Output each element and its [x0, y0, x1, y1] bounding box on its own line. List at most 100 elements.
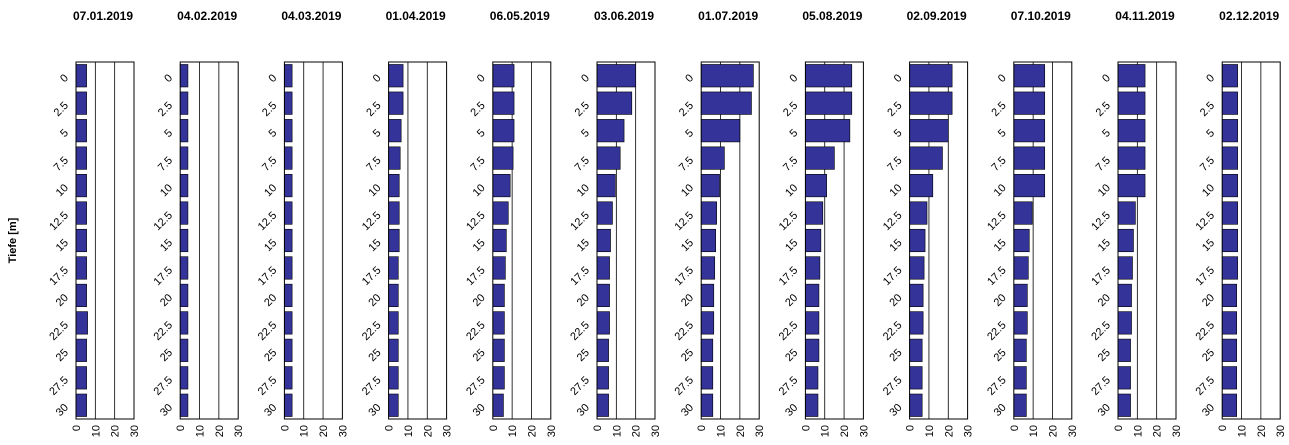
bar	[700, 338, 714, 362]
depth-tick-label: 30	[887, 402, 904, 419]
depth-tick-label: 27.5	[256, 374, 280, 398]
panel-title: 03.06.2019	[594, 9, 654, 23]
depth-tick-label: 0	[267, 72, 280, 85]
plot-frame	[1117, 61, 1177, 420]
bar	[1117, 283, 1132, 307]
bar	[1117, 228, 1134, 253]
x-tick-label: 30	[442, 425, 454, 437]
x-tick-label: 30	[1171, 425, 1183, 437]
depth-tick-label: 17.5	[360, 264, 384, 288]
bar	[1221, 393, 1237, 417]
depth-tick-label: 17.5	[568, 264, 592, 288]
bar	[388, 201, 400, 225]
panel-5: 06.05.2019 0 2.5 5 7.5 10 12.5 15 17.5 20 22.5 25 27…	[464, 9, 558, 437]
x-tick-label: 0	[175, 425, 187, 431]
panel-6: 03.06.2019 0 2.5 5 7.5 10 12.5 15 17.5 20 22.5 25 27…	[568, 9, 662, 437]
bar	[1117, 393, 1131, 417]
bar	[805, 64, 853, 88]
depth-tick-label: 10	[887, 182, 904, 199]
depth-tick-label: 15	[158, 237, 175, 254]
bar	[1117, 338, 1131, 362]
bar	[388, 338, 399, 362]
depth-tick-label: 22.5	[464, 319, 488, 343]
depth-tick-label: 17.5	[464, 264, 488, 288]
bar	[1117, 146, 1146, 170]
depth-tick-label: 30	[575, 402, 592, 419]
depth-tick-label: 22.5	[985, 319, 1009, 343]
depth-tick-label: 20	[575, 292, 592, 309]
bar	[1013, 146, 1046, 170]
x-tick-label: 20	[214, 425, 226, 437]
depth-tick-label: 27.5	[985, 374, 1009, 398]
depth-tick-label: 25	[158, 347, 175, 364]
depth-tick-label: 5	[58, 127, 71, 140]
depth-tick-label: 27.5	[568, 374, 592, 398]
depth-tick-label: 5	[1204, 127, 1217, 140]
bar	[700, 91, 752, 115]
x-tick-label: 20	[1047, 425, 1059, 437]
bar	[596, 338, 609, 362]
bar	[492, 338, 505, 362]
x-tick-label: 10	[1237, 425, 1249, 437]
bar	[492, 64, 515, 88]
depth-tick-label: 15	[366, 237, 383, 254]
bar	[75, 366, 87, 390]
x-tick-label: 30	[546, 425, 558, 437]
bar	[492, 146, 514, 170]
bar	[179, 146, 189, 170]
x-tick-label: 10	[924, 425, 936, 437]
bar	[492, 256, 506, 280]
depth-tick-label: 5	[579, 127, 592, 140]
depth-tick-label: 5	[788, 127, 801, 140]
depth-tick-label: 20	[366, 292, 383, 309]
depth-tick-label: 22.5	[1194, 319, 1218, 343]
depth-tick-label: 15	[54, 237, 71, 254]
bar	[596, 228, 611, 253]
x-tick-label: 30	[858, 425, 870, 437]
bar	[596, 91, 633, 115]
depth-tick-label: 15	[783, 237, 800, 254]
depth-tick-label: 7.5	[468, 155, 487, 174]
depth-tick-label: 12.5	[1089, 210, 1113, 234]
depth-tick-label: 25	[783, 347, 800, 364]
depth-tick-label: 27.5	[47, 374, 71, 398]
depth-tick-label: 12.5	[360, 210, 384, 234]
bar	[179, 366, 189, 390]
depth-tick-label: 2.5	[885, 100, 904, 119]
panel-title: 04.03.2019	[281, 9, 341, 23]
bar	[596, 201, 613, 225]
bar	[1117, 119, 1146, 143]
depth-tick-label: 22.5	[568, 319, 592, 343]
bar	[1221, 283, 1237, 307]
depth-tick-label: 2.5	[573, 100, 592, 119]
bar	[492, 228, 507, 253]
bar	[805, 311, 820, 335]
depth-tick-label: 17.5	[777, 264, 801, 288]
depth-tick-label: 5	[475, 127, 488, 140]
bar	[1221, 174, 1238, 198]
depth-tick-label: 7.5	[781, 155, 800, 174]
bar	[909, 201, 928, 225]
depth-tick-label: 0	[788, 72, 801, 85]
depth-tick-label: 10	[262, 182, 279, 199]
depth-tick-label: 25	[471, 347, 488, 364]
bar	[1221, 228, 1238, 253]
depth-tick-label: 17.5	[152, 264, 176, 288]
depth-tick-label: 22.5	[881, 319, 905, 343]
depth-tick-label: 5	[996, 127, 1009, 140]
depth-tick-label: 27.5	[1089, 374, 1113, 398]
depth-tick-label: 27.5	[152, 374, 176, 398]
bar	[1013, 91, 1046, 115]
depth-tick-label: 22.5	[256, 319, 280, 343]
bar	[284, 283, 293, 307]
bar	[492, 174, 511, 198]
bar	[1013, 256, 1029, 280]
depth-tick-label: 17.5	[47, 264, 71, 288]
depth-tick-label: 15	[575, 237, 592, 254]
depth-tick-label: 12.5	[568, 210, 592, 234]
panel-10: 07.10.2019 0 2.5 5 7.5 10 12.5 15 17.5 20 22.5 25 27…	[985, 9, 1079, 437]
bar	[1117, 256, 1133, 280]
depth-tick-label: 0	[892, 72, 905, 85]
bar	[909, 393, 923, 417]
bar	[909, 228, 926, 253]
